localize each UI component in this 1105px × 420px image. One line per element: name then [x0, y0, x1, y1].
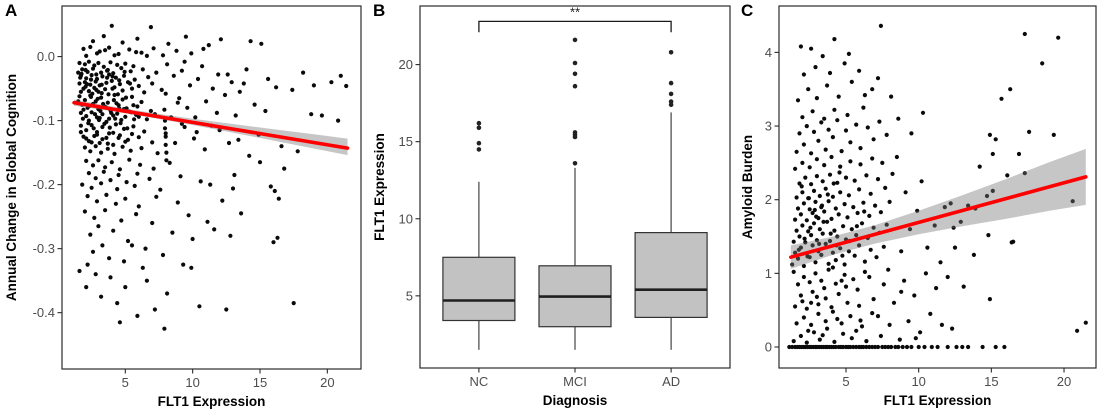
y-tick-label: 5	[406, 288, 413, 303]
panel-a-plot: 5 10 15 20 0.0 -0.1 -0.2 -0.3 -0.4 FLT1 Expressio…	[4, 5, 362, 409]
scatter-points	[76, 23, 349, 331]
x-axis-title: Diagnosis	[543, 393, 608, 408]
category-label: NC	[470, 374, 489, 389]
regression-line	[72, 100, 350, 150]
y-tick-label: -0.2	[33, 177, 55, 192]
outlier-point	[572, 60, 578, 66]
outlier-point	[572, 71, 578, 77]
y-tick-label: -0.3	[33, 241, 55, 256]
box	[634, 232, 708, 319]
x-tick-label: 20	[320, 375, 334, 390]
outlier-point	[476, 140, 482, 146]
outlier-point	[572, 130, 578, 135]
x-tick-label: 20	[1057, 374, 1071, 389]
y-tick-label: 0.0	[37, 49, 55, 64]
x-tick-label: 5	[842, 374, 849, 389]
y-axis: 0 1 2 3 4	[765, 45, 779, 355]
regression-line	[788, 175, 1088, 260]
outlier-point	[572, 83, 578, 89]
scatter-points	[787, 23, 1088, 350]
x-axis-title: FLT1 Expression	[884, 393, 992, 408]
x-axis: 5 10 15 20	[122, 369, 335, 390]
x-tick-label: 10	[185, 375, 199, 390]
significance-bracket	[478, 20, 672, 33]
boxplot-mci	[538, 37, 612, 350]
x-axis: NC MCI AD	[470, 368, 680, 389]
x-tick-label: 15	[984, 374, 998, 389]
outlier-point	[668, 91, 674, 97]
category-label: MCI	[563, 374, 587, 389]
y-tick-label: -0.1	[33, 113, 55, 128]
y-tick-label: 2	[765, 192, 772, 207]
y-tick-label: 4	[765, 45, 772, 60]
x-axis: 5 10 15 20	[842, 368, 1071, 389]
significance-label: **	[570, 4, 580, 19]
panel-c: 5 10 15 20 0 1 2 3 4 FLT1 Expression Amyloid Burde…	[736, 0, 1105, 420]
y-tick-label: 3	[765, 119, 772, 134]
box	[442, 256, 516, 322]
outlier-point	[668, 50, 674, 55]
category-label: AD	[662, 374, 680, 389]
outlier-point	[572, 161, 578, 166]
y-tick-label: -0.4	[33, 305, 55, 320]
y-axis-title: Amyloid Burden	[740, 135, 755, 239]
panel-c-label: C	[741, 1, 754, 20]
outlier-point	[476, 120, 482, 126]
panel-a-label: A	[5, 1, 18, 20]
y-tick-label: 20	[399, 57, 413, 72]
panel-border	[419, 5, 731, 369]
panel-border	[61, 5, 362, 370]
boxplot-ad	[634, 50, 708, 350]
y-tick-label: 15	[399, 134, 413, 149]
panel-c-plot: 5 10 15 20 0 1 2 3 4 FLT1 Expression Amyloid Burde…	[740, 5, 1097, 408]
outlier-point	[668, 80, 674, 86]
x-axis-title: FLT1 Expression	[158, 394, 266, 409]
x-tick-label: 15	[253, 375, 267, 390]
x-tick-label: 10	[911, 374, 925, 389]
panel-b-plot: ** NC MCI AD 5 10 15 20 Diagnosis FLT1 Expression	[372, 4, 731, 408]
outlier-point	[668, 99, 674, 104]
boxplot-nc	[442, 120, 516, 350]
outlier-point	[476, 125, 482, 131]
y-axis: 0.0 -0.1 -0.2 -0.3 -0.4	[33, 49, 62, 320]
panel-b: ** NC MCI AD 5 10 15 20 Diagnosis FLT1 Expression…	[368, 0, 736, 420]
y-axis: 5 10 15 20	[399, 57, 420, 303]
panel-a: 5 10 15 20 0.0 -0.1 -0.2 -0.3 -0.4 FLT1 Expressio…	[0, 0, 368, 420]
y-axis-title: Annual Change in Global Cognition	[4, 74, 19, 301]
y-tick-label: 1	[765, 266, 772, 281]
outlier-point	[476, 147, 482, 152]
y-axis-title: FLT1 Expression	[372, 133, 387, 241]
x-tick-label: 5	[122, 375, 129, 390]
outlier-point	[572, 37, 578, 43]
y-tick-label: 0	[765, 340, 772, 355]
y-tick-label: 10	[399, 211, 413, 226]
panel-border	[778, 5, 1097, 369]
panel-b-label: B	[373, 1, 386, 20]
